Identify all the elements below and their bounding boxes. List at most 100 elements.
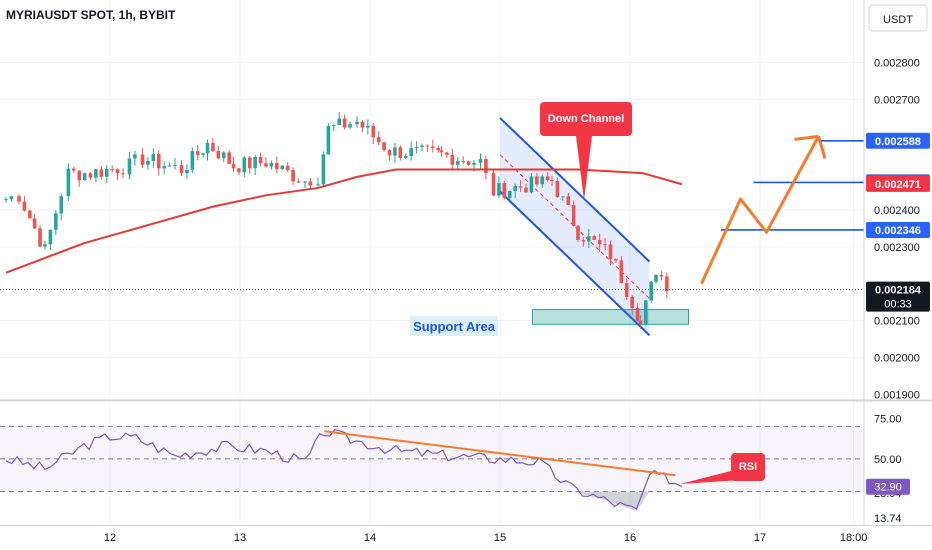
- candle-body: [99, 169, 104, 177]
- candle-body: [179, 165, 184, 174]
- candle-body: [630, 296, 634, 308]
- price-levels: [0, 139, 864, 291]
- currency-button[interactable]: USDT: [883, 14, 913, 26]
- candle-body: [127, 158, 132, 175]
- candle-body: [587, 236, 591, 242]
- candle-body: [592, 236, 597, 240]
- candle-body: [54, 213, 58, 230]
- rsi-tick-label: 50.00: [874, 454, 902, 466]
- candle-body: [635, 307, 640, 321]
- candle-body: [665, 276, 669, 292]
- candle-body: [360, 121, 365, 128]
- time-tick-label: 14: [364, 532, 376, 544]
- candle-body: [332, 125, 336, 127]
- candle-body: [151, 154, 156, 161]
- candle-body: [316, 184, 320, 186]
- candle-body: [9, 196, 14, 200]
- candle-body: [484, 159, 488, 173]
- time-tick-label: 16: [624, 532, 636, 544]
- candle-body: [303, 181, 307, 183]
- candle-body: [576, 225, 580, 241]
- price-tick-label: 0.002800: [874, 58, 920, 70]
- candle-body: [32, 218, 37, 229]
- candle-body: [22, 201, 27, 211]
- candle-body: [146, 160, 150, 165]
- candle-body: [269, 163, 274, 167]
- candle-body: [497, 183, 501, 196]
- candle-body: [638, 320, 643, 324]
- price-tag-label: 0.002588: [875, 136, 921, 148]
- candle-body: [420, 145, 424, 147]
- candle-body: [115, 169, 120, 174]
- candle-body: [195, 151, 200, 155]
- price-tick-label: 0.002100: [874, 316, 920, 328]
- candle-body: [507, 190, 512, 198]
- support-area: [532, 309, 689, 325]
- support-area-label-bg: [410, 316, 498, 336]
- down-channel-upper-line: [499, 117, 651, 263]
- candle-body: [156, 154, 161, 169]
- candle-body: [162, 166, 166, 169]
- candle-body: [425, 145, 430, 147]
- price-tag-box: [866, 175, 930, 192]
- down-channel-lower-line: [499, 190, 651, 337]
- rsi-callout: RSI: [680, 453, 765, 484]
- down-channel-callout: Down Channel: [540, 102, 632, 200]
- rsi-value-tag: [866, 478, 910, 495]
- candle-body: [296, 181, 301, 183]
- price-tag-box: [866, 221, 930, 238]
- candle-body: [326, 125, 331, 155]
- price-tag-countdown: 00:33: [884, 299, 912, 311]
- candle-body: [253, 157, 257, 169]
- candle-body: [94, 169, 98, 178]
- grid: [0, 0, 864, 524]
- projection-arrow-head-right: [817, 135, 827, 159]
- candle-body: [121, 173, 125, 175]
- price-tick-label: 0.002300: [874, 242, 920, 254]
- candle-body: [581, 240, 586, 242]
- price-axis[interactable]: 0.002800 0.002700 0.002400 0.002300 0.002100…: [874, 58, 920, 402]
- candle-body: [376, 137, 381, 143]
- candle-body: [431, 146, 435, 149]
- support-area-zone: [532, 309, 689, 325]
- candle-body: [382, 142, 386, 151]
- time-tick-label: 15: [494, 532, 506, 544]
- time-axis[interactable]: 12 13 14 15 16 17 18:00: [104, 532, 867, 544]
- candle-body: [66, 168, 71, 197]
- candle-body: [403, 156, 408, 158]
- candle-body: [566, 196, 571, 205]
- candle-body: [461, 160, 465, 162]
- candle-body: [185, 169, 189, 174]
- candles: [4, 112, 669, 329]
- price-tag-box: [866, 132, 930, 149]
- candle-body: [205, 142, 210, 154]
- time-tick-label: 12: [104, 532, 116, 544]
- rsi-label: RSI: [739, 461, 757, 473]
- candle-body: [649, 281, 654, 301]
- candle-body: [17, 196, 21, 202]
- price-tag-label: 0.002184: [875, 285, 922, 297]
- price-tick-label: 0.002000: [874, 352, 920, 364]
- candle-body: [445, 152, 449, 155]
- price-tick-label: 0.001900: [874, 389, 920, 401]
- candle-body: [478, 159, 483, 163]
- candle-body: [398, 147, 403, 158]
- support-area-label: Support Area: [413, 319, 496, 334]
- down-channel-fill: [500, 117, 650, 336]
- candle-body: [133, 154, 137, 159]
- price-tag-box: [866, 281, 930, 312]
- projection-path: [700, 134, 827, 285]
- price-tick-label: 0.002400: [874, 205, 920, 217]
- candle-body: [211, 142, 215, 151]
- candle-body: [555, 181, 560, 198]
- candle-body: [227, 152, 231, 164]
- candle-body: [337, 118, 342, 126]
- projection-line: [700, 135, 820, 285]
- price-tag-label: 0.002346: [875, 225, 921, 237]
- currency-button-frame[interactable]: [868, 4, 928, 32]
- time-tick-label: 18:00: [840, 532, 868, 544]
- candle-body: [535, 176, 539, 185]
- candle-body: [110, 169, 114, 171]
